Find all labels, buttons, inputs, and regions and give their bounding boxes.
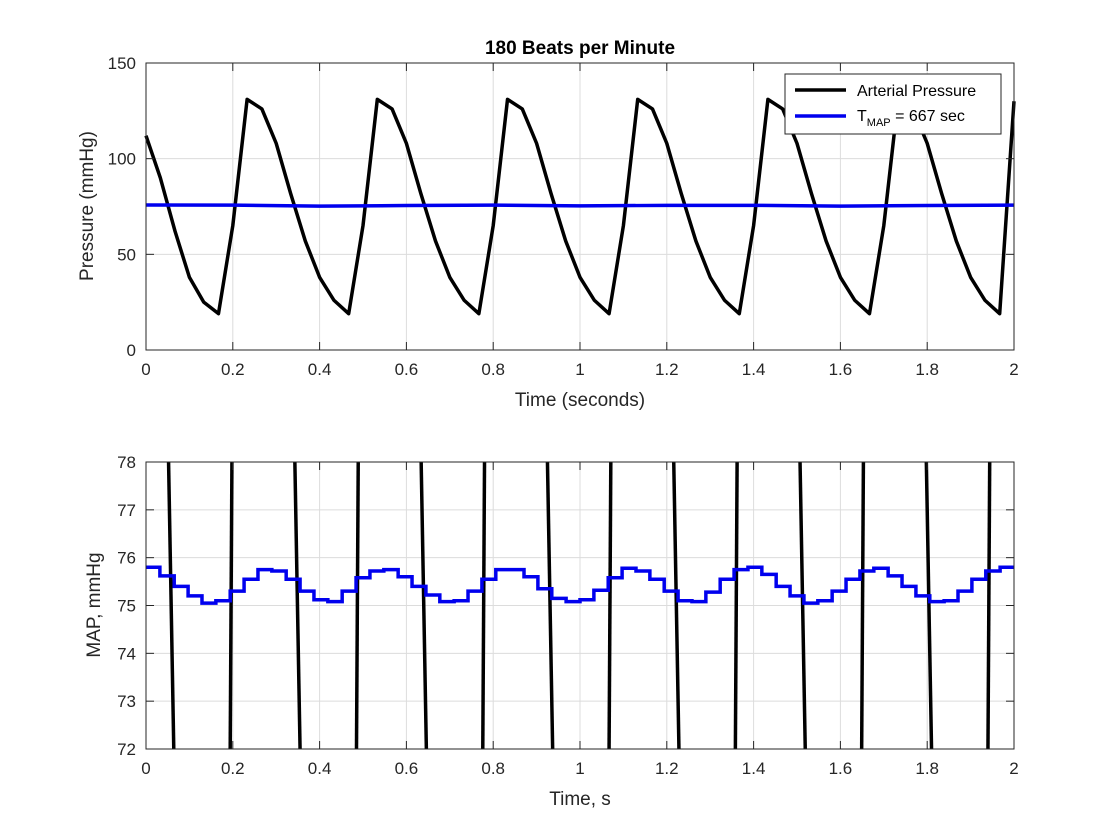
bottom-series bbox=[146, 461, 1014, 750]
pressure-crossing-line bbox=[671, 461, 681, 750]
pressure-crossing-line bbox=[354, 461, 360, 750]
pressure-crossing-line bbox=[924, 461, 934, 750]
pressure-crossing-line bbox=[419, 461, 429, 750]
y-tick-label: 100 bbox=[108, 150, 136, 169]
top-x-label: Time (seconds) bbox=[515, 390, 645, 411]
x-tick-label: 0.8 bbox=[481, 759, 505, 778]
bottom-plot: 0 0.2 0.4 0.6 0.8 1 1.2 1.4 1.6 1.8 2 72 73 74 75 76 77 7… bbox=[84, 453, 1019, 810]
pressure-crossing-line bbox=[545, 461, 555, 750]
x-tick-label: 2 bbox=[1009, 360, 1018, 379]
x-tick-label: 1.4 bbox=[742, 759, 766, 778]
legend-map-subscript: MAP bbox=[867, 117, 891, 129]
x-tick-label: 2 bbox=[1009, 759, 1018, 778]
x-tick-label: 1.8 bbox=[915, 360, 939, 379]
map-line bbox=[145, 203, 1015, 208]
bottom-y-label: MAP, mmHg bbox=[84, 552, 105, 657]
x-tick-label: 0 bbox=[141, 759, 150, 778]
legend-map-label: TMAP = 667 sec bbox=[857, 108, 965, 129]
x-tick-label: 1 bbox=[575, 360, 584, 379]
top-title: 180 Beats per Minute bbox=[485, 38, 675, 59]
bottom-x-label: Time, s bbox=[549, 789, 611, 810]
y-tick-label: 72 bbox=[117, 740, 136, 759]
x-tick-label: 1.8 bbox=[915, 759, 939, 778]
y-tick-label: 75 bbox=[117, 597, 136, 616]
y-tick-label: 0 bbox=[127, 341, 136, 360]
x-tick-label: 1.2 bbox=[655, 759, 679, 778]
y-tick-label: 73 bbox=[117, 692, 136, 711]
pressure-crossing-line bbox=[293, 461, 302, 750]
pressure-crossing-line bbox=[733, 461, 739, 750]
legend-box bbox=[784, 73, 1002, 135]
top-ticks: 0 0.2 0.4 0.6 0.8 1 1.2 1.4 1.6 1.8 2 0 50 100 150 bbox=[108, 54, 1019, 379]
pressure-crossing-line bbox=[859, 461, 866, 750]
pressure-crossing-line bbox=[607, 461, 613, 750]
pressure-crossing-line bbox=[798, 461, 807, 750]
legend-map-suffix: = 667 sec bbox=[891, 108, 965, 125]
x-tick-label: 0.4 bbox=[308, 360, 332, 379]
pressure-crossing-line bbox=[481, 461, 487, 750]
x-tick-label: 0.4 bbox=[308, 759, 332, 778]
bottom-ticks: 0 0.2 0.4 0.6 0.8 1 1.2 1.4 1.6 1.8 2 72 73 74 75 76 77 7… bbox=[117, 453, 1019, 778]
pressure-crossing-line bbox=[986, 461, 992, 750]
x-tick-label: 0.6 bbox=[395, 360, 419, 379]
y-tick-label: 77 bbox=[117, 501, 136, 520]
top-plot: 0 0.2 0.4 0.6 0.8 1 1.2 1.4 1.6 1.8 2 0 50 100 150 180… bbox=[77, 38, 1019, 411]
top-y-label: Pressure (mmHg) bbox=[77, 131, 98, 281]
x-tick-label: 0.2 bbox=[221, 360, 245, 379]
x-tick-label: 1.6 bbox=[829, 360, 853, 379]
y-tick-label: 50 bbox=[117, 245, 136, 264]
legend-map-prefix: T bbox=[857, 108, 867, 125]
map-step-line bbox=[146, 565, 1014, 605]
x-tick-label: 1.6 bbox=[829, 759, 853, 778]
y-tick-label: 150 bbox=[108, 54, 136, 73]
x-tick-label: 1.4 bbox=[742, 360, 766, 379]
legend-pressure-label: Arterial Pressure bbox=[857, 83, 976, 100]
pressure-crossing-line bbox=[228, 461, 234, 750]
x-tick-label: 1.2 bbox=[655, 360, 679, 379]
legend: Arterial Pressure TMAP = 667 sec bbox=[784, 73, 1002, 135]
y-tick-label: 76 bbox=[117, 549, 136, 568]
x-tick-label: 0 bbox=[141, 360, 150, 379]
arterial-pressure-line bbox=[144, 97, 1016, 316]
y-tick-label: 78 bbox=[117, 453, 136, 472]
x-tick-label: 0.8 bbox=[481, 360, 505, 379]
x-tick-label: 1 bbox=[575, 759, 584, 778]
x-tick-label: 0.2 bbox=[221, 759, 245, 778]
y-tick-label: 74 bbox=[117, 644, 136, 663]
x-tick-label: 0.6 bbox=[395, 759, 419, 778]
pressure-crossing-line bbox=[166, 461, 176, 750]
top-series bbox=[144, 97, 1016, 316]
